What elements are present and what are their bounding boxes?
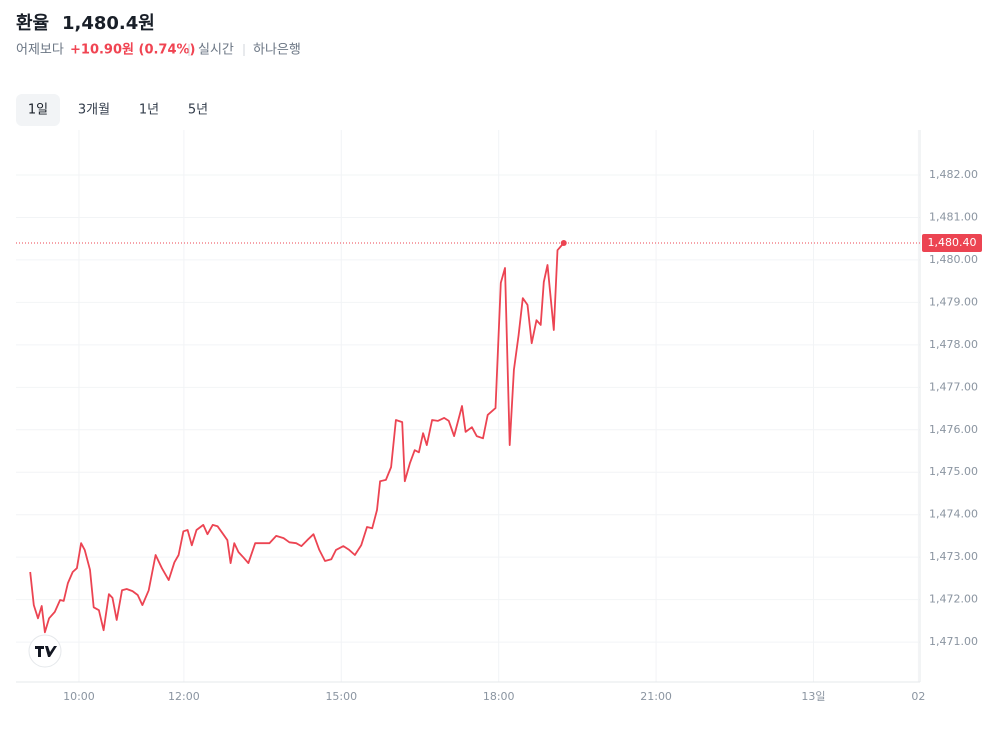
y-tick-label: 1,477.00 [929, 380, 978, 393]
x-tick-label: 15:00 [325, 690, 357, 703]
y-tick-label: 1,475.00 [929, 465, 978, 478]
tab-selected-bg [16, 94, 60, 126]
price: 1,480.4원 [62, 13, 155, 34]
current-price-tag [922, 233, 982, 252]
x-tick-label: 18:00 [483, 690, 515, 703]
y-tick-label: 1,471.00 [929, 635, 978, 648]
y-tick-label: 1,474.00 [929, 508, 978, 521]
x-tick-label: 10:00 [63, 690, 95, 703]
x-tick-label: 02 [911, 690, 925, 703]
tab[interactable]: 3개월 [78, 103, 110, 118]
y-tick-label: 1,478.00 [929, 338, 978, 351]
plot: 1,471.00 1,472.00 1,473.00 1,474.00 1,475.00… [16, 130, 982, 703]
compare: 어제보다 [16, 43, 64, 58]
y-tick-label: 1,480.00 [929, 253, 978, 266]
change: +10.90원 (0.74%) [70, 43, 195, 58]
x-tick-label: 13일 [801, 689, 825, 703]
y-tick-label: 1,479.00 [929, 295, 978, 308]
y-tick-label: 1,482.00 [929, 168, 978, 181]
tab[interactable]: 1년 [139, 103, 159, 118]
x-tick-label: 21:00 [640, 690, 672, 703]
price-line [29, 242, 565, 634]
title: 환율 [16, 12, 49, 34]
mode: 실시간 [198, 43, 234, 58]
tab[interactable]: 5년 [188, 103, 208, 118]
tradingview-logo [28, 634, 62, 668]
y-tick-label: 1,472.00 [929, 593, 978, 606]
source: 하나은행 [253, 42, 301, 58]
y-tick-label: 1,481.00 [929, 210, 978, 223]
x-tick-label: 12:00 [168, 690, 200, 703]
y-tick-label: 1,476.00 [929, 423, 978, 436]
last-point [560, 239, 567, 246]
y-tick-label: 1,473.00 [929, 550, 978, 563]
current-price-label: 1,480.40 [928, 236, 977, 249]
tab[interactable]: 1일 [28, 103, 48, 118]
